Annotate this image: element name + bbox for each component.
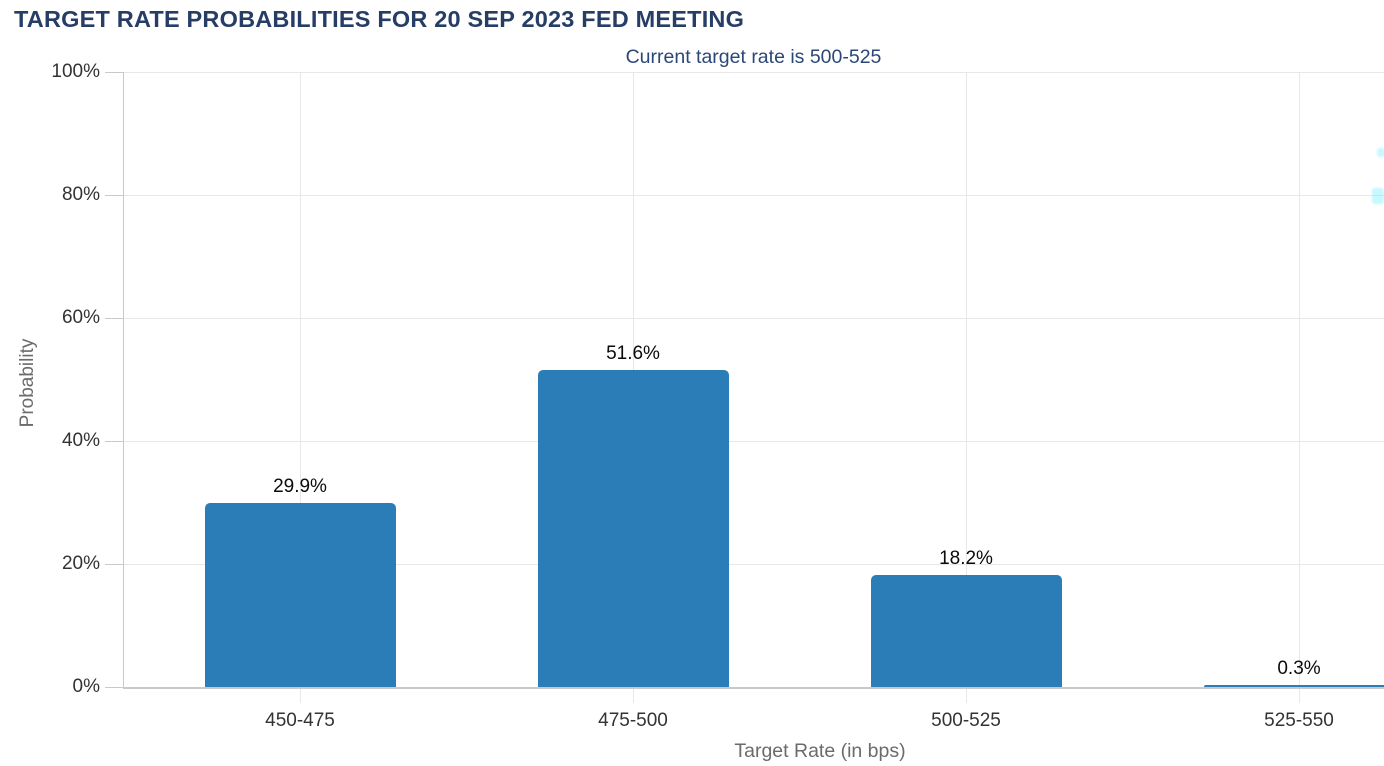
x-tick-label-475-500: 475-500 [598, 710, 668, 731]
bar-value-525-550: 0.3% [1277, 658, 1321, 679]
bar-525-550[interactable] [1203, 685, 1384, 687]
y-tick-label-60%: 60% [61, 307, 100, 328]
y-tick-label-40%: 40% [61, 430, 100, 451]
x-tick-label-500-525: 500-525 [931, 710, 1001, 731]
y-tick-label-80%: 80% [61, 184, 100, 205]
gridline-v-525-550 [1299, 72, 1300, 703]
chart-subtitle: Current target rate is 500-525 [625, 46, 882, 68]
x-tick-label-525-550: 525-550 [1264, 710, 1334, 731]
y-tick-20% [105, 564, 123, 565]
chart-title: TARGET RATE PROBABILITIES FOR 20 SEP 202… [14, 6, 745, 32]
y-tick-80% [105, 195, 123, 196]
x-axis-line [123, 687, 1384, 689]
gridline-h-20% [123, 564, 1384, 565]
y-tick-label-0%: 0% [72, 676, 100, 697]
bar-value-475-500: 51.6% [606, 342, 660, 364]
x-axis-title: Target Rate (in bps) [734, 740, 906, 762]
edge-artifact-bottom [1372, 188, 1384, 204]
bar-500-525[interactable] [870, 575, 1062, 687]
gridline-h-100% [123, 72, 1384, 73]
bar-475-500[interactable] [537, 369, 729, 687]
y-axis-line [123, 72, 124, 687]
y-tick-label-100%: 100% [51, 61, 100, 82]
y-tick-label-20%: 20% [61, 553, 100, 574]
gridline-h-40% [123, 441, 1384, 442]
gridline-v-500-525 [966, 72, 967, 703]
edge-artifact-top [1377, 148, 1384, 157]
y-tick-0% [105, 687, 123, 688]
gridline-h-60% [123, 318, 1384, 319]
x-tick-label-450-475: 450-475 [265, 710, 335, 731]
y-tick-40% [105, 441, 123, 442]
bar-value-500-525: 18.2% [939, 548, 993, 570]
y-tick-60% [105, 318, 123, 319]
y-tick-100% [105, 72, 123, 73]
bar-value-450-475: 29.9% [273, 476, 327, 498]
gridline-h-80% [123, 195, 1384, 196]
gridline-v-450-475 [300, 72, 301, 703]
bar-450-475[interactable] [204, 503, 396, 687]
